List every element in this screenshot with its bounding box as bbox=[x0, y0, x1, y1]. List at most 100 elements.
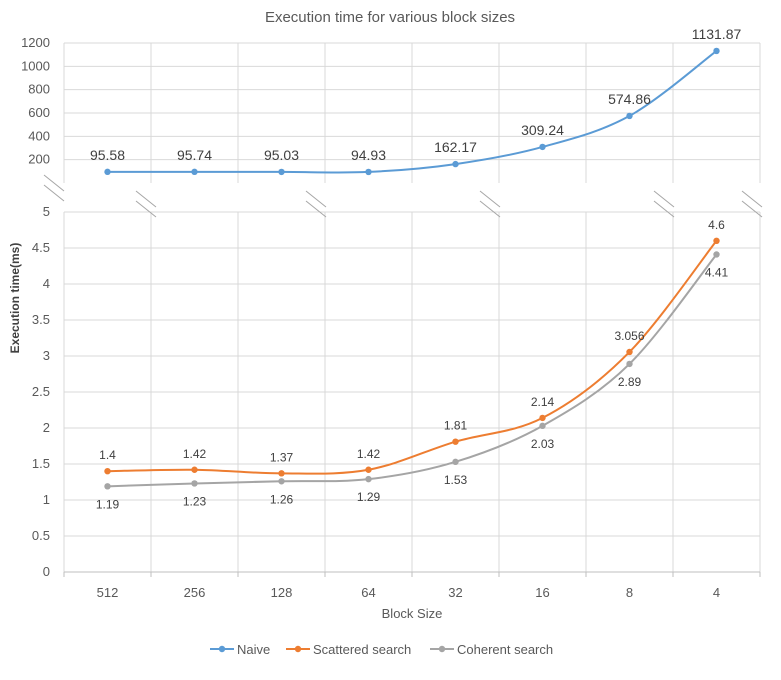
y-tick-label: 3.5 bbox=[32, 312, 50, 327]
data-point-naive bbox=[191, 168, 198, 176]
x-tick-label: 64 bbox=[361, 585, 375, 600]
data-point-naive bbox=[104, 168, 111, 176]
legend-marker-coherent-search bbox=[438, 645, 446, 653]
y-tick-label: 1200 bbox=[21, 35, 50, 50]
data-point-coherent-search bbox=[278, 478, 285, 485]
data-label-scattered-search: 1.81 bbox=[444, 419, 468, 433]
data-point-coherent-search bbox=[539, 422, 546, 430]
data-point-scattered-search bbox=[365, 466, 372, 473]
data-point-coherent-search bbox=[452, 458, 459, 466]
data-point-coherent-search bbox=[626, 360, 633, 368]
data-label-scattered-search: 1.4 bbox=[99, 448, 116, 462]
data-point-scattered-search bbox=[452, 438, 459, 445]
axis-break-mark bbox=[653, 200, 675, 218]
x-tick-label: 4 bbox=[713, 585, 720, 600]
legend-marker-naive bbox=[218, 645, 226, 653]
y-tick-label: 1000 bbox=[21, 58, 50, 73]
data-point-naive bbox=[452, 160, 459, 168]
series bbox=[104, 47, 720, 490]
axis-break-mark bbox=[741, 190, 763, 208]
axis-break-mark bbox=[305, 190, 327, 208]
axis-break-mark bbox=[479, 190, 501, 208]
data-label-coherent-search: 2.03 bbox=[531, 437, 555, 451]
y-tick-label: 4 bbox=[43, 276, 50, 291]
legend-label-coherent-search: Coherent search bbox=[457, 642, 553, 657]
data-label-scattered-search: 1.42 bbox=[183, 447, 207, 461]
x-tick-label: 16 bbox=[535, 585, 549, 600]
data-label-scattered-search: 2.14 bbox=[531, 395, 555, 409]
x-tick-label: 512 bbox=[97, 585, 119, 600]
y-axis-title: Execution time(ms) bbox=[8, 243, 22, 354]
y-tick-label: 800 bbox=[28, 82, 50, 97]
axis-break-mark bbox=[43, 174, 65, 192]
data-label-naive: 95.03 bbox=[264, 147, 299, 163]
data-label-naive: 309.24 bbox=[521, 122, 564, 138]
data-point-naive bbox=[278, 168, 285, 176]
data-label-naive: 94.93 bbox=[351, 147, 386, 163]
y-tick-label: 2 bbox=[43, 420, 50, 435]
axis-break-mark bbox=[653, 190, 675, 208]
axis-break-mark bbox=[135, 190, 157, 208]
x-tick-label: 128 bbox=[271, 585, 293, 600]
data-point-naive bbox=[365, 168, 372, 176]
data-label-coherent-search: 1.29 bbox=[357, 490, 381, 504]
data-label-scattered-search: 1.37 bbox=[270, 450, 294, 464]
data-point-scattered-search bbox=[626, 348, 633, 356]
data-label-coherent-search: 1.23 bbox=[183, 494, 207, 508]
data-label-naive: 1131.87 bbox=[692, 26, 742, 42]
y-tick-label: 200 bbox=[28, 152, 50, 167]
data-point-coherent-search bbox=[365, 475, 372, 483]
y-tick-label: 0.5 bbox=[32, 528, 50, 543]
y-tick-label: 3 bbox=[43, 348, 50, 363]
data-label-naive: 95.74 bbox=[177, 147, 212, 163]
data-point-coherent-search bbox=[713, 251, 720, 258]
x-tick-label: 8 bbox=[626, 585, 633, 600]
data-label-coherent-search: 1.26 bbox=[270, 492, 294, 506]
gridlines bbox=[63, 42, 761, 573]
data-point-scattered-search bbox=[278, 470, 285, 477]
data-point-scattered-search bbox=[104, 468, 111, 475]
axis-break-mark bbox=[479, 200, 501, 218]
data-label-naive: 162.17 bbox=[434, 139, 477, 155]
axis-break-mark bbox=[135, 200, 157, 218]
data-labels: 95.58 95.74 95.03 94.93 162.17 309.24 574.86 11… bbox=[90, 26, 742, 511]
legend-label-scattered-search: Scattered search bbox=[313, 642, 411, 657]
data-point-coherent-search bbox=[104, 483, 111, 490]
data-label-scattered-search: 1.42 bbox=[357, 447, 381, 461]
data-label-naive: 574.86 bbox=[608, 91, 651, 107]
data-label-coherent-search: 4.41 bbox=[705, 265, 729, 279]
data-point-scattered-search bbox=[713, 237, 720, 244]
data-point-naive bbox=[626, 112, 633, 120]
data-label-coherent-search: 2.89 bbox=[618, 375, 642, 389]
legend-marker-scattered-search bbox=[294, 645, 302, 653]
data-point-naive bbox=[539, 143, 546, 151]
y-tick-label: 4.5 bbox=[32, 240, 50, 255]
y-tick-label: 1 bbox=[43, 492, 50, 507]
legend: Naive Scattered search Coherent search bbox=[210, 642, 553, 657]
y-tick-label: 5 bbox=[43, 204, 50, 219]
data-point-naive bbox=[713, 47, 720, 55]
axis-break-mark bbox=[741, 200, 763, 218]
data-label-scattered-search: 4.6 bbox=[708, 218, 725, 232]
axis-break-mark bbox=[43, 184, 65, 202]
legend-label-naive: Naive bbox=[237, 642, 270, 657]
y-tick-label: 2.5 bbox=[32, 384, 50, 399]
data-point-scattered-search bbox=[191, 466, 198, 473]
data-label-naive: 95.58 bbox=[90, 147, 125, 163]
chart-title: Execution time for various block sizes bbox=[265, 9, 515, 26]
data-label-scattered-search: 3.056 bbox=[614, 329, 644, 343]
data-point-scattered-search bbox=[539, 414, 546, 422]
y-tick-label: 400 bbox=[28, 128, 50, 143]
axis-break-mark bbox=[305, 200, 327, 218]
data-label-coherent-search: 1.53 bbox=[444, 473, 468, 487]
x-tick-label: 256 bbox=[184, 585, 206, 600]
y-tick-label: 600 bbox=[28, 105, 50, 120]
y-tick-label: 1.5 bbox=[32, 456, 50, 471]
data-point-coherent-search bbox=[191, 480, 198, 487]
axes: 1200 1000 800 600 400 200 5 4.5 4 3.5 3 2.5 2 1.5 1 0.5… bbox=[21, 35, 763, 600]
x-axis-title: Block Size bbox=[382, 606, 443, 621]
x-tick-label: 32 bbox=[448, 585, 462, 600]
y-tick-label: 0 bbox=[43, 564, 50, 579]
